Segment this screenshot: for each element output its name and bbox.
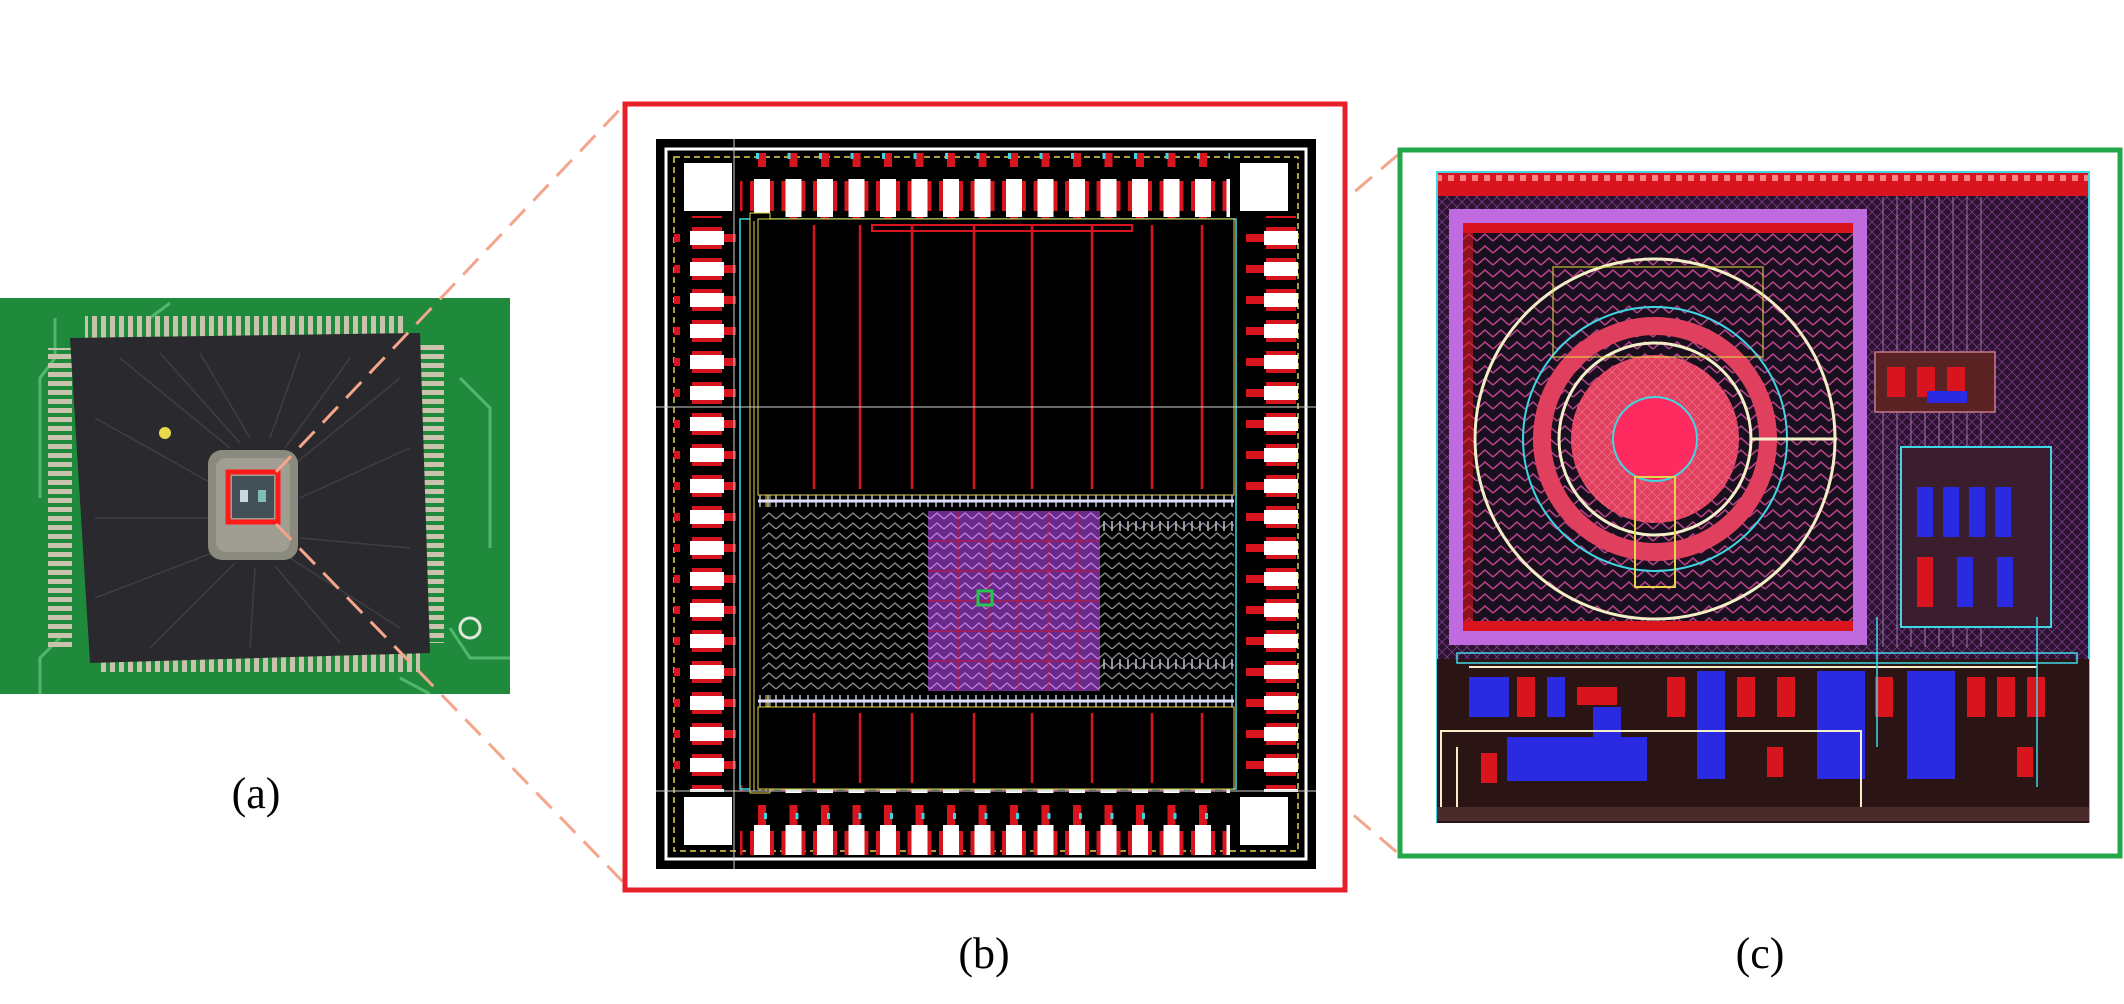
die-highlight-box bbox=[225, 469, 281, 525]
caption-b: (b) bbox=[958, 929, 1010, 978]
readout-transistors bbox=[1469, 671, 2045, 783]
pixel-zoom-marker bbox=[976, 589, 994, 607]
top-array-columns bbox=[812, 225, 1204, 489]
chip-layout bbox=[622, 101, 1348, 893]
bottom-array-columns bbox=[812, 713, 1204, 783]
corner-pads bbox=[684, 163, 1288, 845]
pixel-layout bbox=[1397, 147, 2123, 859]
panel-b-layout bbox=[622, 101, 1348, 893]
left-leads bbox=[48, 348, 72, 648]
bottom-array bbox=[757, 706, 1235, 790]
left-pad-row bbox=[674, 216, 736, 792]
pixel-region-left bbox=[762, 511, 928, 691]
die bbox=[232, 476, 274, 518]
photodiode-center bbox=[1612, 396, 1698, 482]
pin1-marker bbox=[159, 427, 171, 439]
caption-c: (c) bbox=[1735, 929, 1785, 978]
panel-a-photo bbox=[0, 298, 510, 694]
top-metal-strip bbox=[1437, 172, 2089, 196]
chip-photo bbox=[0, 298, 510, 694]
top-pad-row bbox=[740, 153, 1230, 223]
caption-a: (a) bbox=[231, 769, 281, 818]
top-array bbox=[757, 218, 1235, 496]
bottom-pad-row bbox=[740, 785, 1230, 855]
right-pad-row bbox=[1236, 216, 1298, 792]
panel-c-pixel bbox=[1397, 147, 2123, 859]
